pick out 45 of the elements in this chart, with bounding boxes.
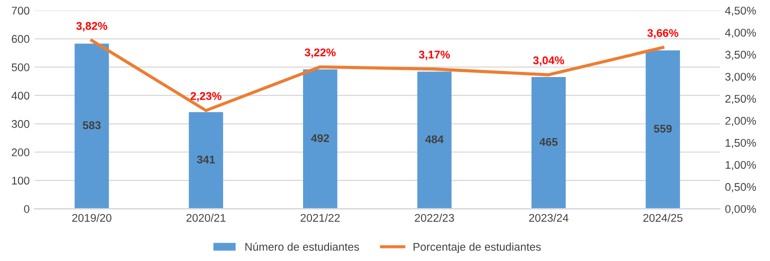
bar xyxy=(417,72,452,209)
x-tick-label: 2022/23 xyxy=(414,214,454,222)
data-label: 3,82% xyxy=(76,22,108,32)
x-tick-label: 2024/25 xyxy=(643,214,682,222)
y-tick-label: 700 xyxy=(12,6,30,15)
y-tick-label: 400 xyxy=(12,92,30,100)
y-tick-label: 200 xyxy=(12,148,30,156)
bar xyxy=(303,69,338,209)
x-tick-label: 2020/21 xyxy=(186,214,226,222)
y2-tick-label: 1,50% xyxy=(726,138,756,148)
bar xyxy=(74,44,109,209)
data-label: 3,66% xyxy=(647,29,678,39)
data-label: 3,04% xyxy=(533,56,564,66)
data-label: 484 xyxy=(425,135,444,144)
y2-tick-label: 4,50% xyxy=(725,6,756,16)
y-tick-label: 600 xyxy=(12,35,30,43)
y2-tick-label: 4,00% xyxy=(725,28,756,38)
legend-label: Porcentaje de estudiantes xyxy=(414,242,541,253)
data-label: 583 xyxy=(82,121,101,130)
data-label: 492 xyxy=(311,134,330,142)
bar xyxy=(531,77,566,209)
data-label: 3,22% xyxy=(304,48,336,58)
y2-tick-label: 1,00% xyxy=(726,160,756,170)
y2-tick-label: 3,50% xyxy=(725,50,756,60)
y2-tick-label: 0,00% xyxy=(725,205,756,214)
y-tick-label: 300 xyxy=(12,120,30,128)
data-label: 341 xyxy=(196,156,215,164)
line-series xyxy=(90,38,664,112)
data-label: 559 xyxy=(654,124,672,133)
x-tick-label: 2023/24 xyxy=(529,214,568,222)
y-tick-label: 100 xyxy=(12,176,30,185)
bar xyxy=(646,50,680,209)
y2-tick-label: 3,00% xyxy=(725,72,756,82)
data-label: 465 xyxy=(540,138,558,146)
x-tick-label: 2021/22 xyxy=(300,214,340,222)
y2-tick-label: 2,50% xyxy=(725,94,756,104)
y2-tick-label: 0,50% xyxy=(725,183,756,192)
x-tick-label: 2019/20 xyxy=(72,214,112,222)
y-tick-label: 0 xyxy=(24,205,30,213)
y-tick-label: 500 xyxy=(12,63,30,72)
y2-tick-label: 2,00% xyxy=(725,116,756,126)
bar xyxy=(188,112,224,209)
data-label: 3,17% xyxy=(418,50,450,60)
data-label: 2,23% xyxy=(190,92,222,102)
legend-label: Número de estudiantes xyxy=(245,242,359,251)
